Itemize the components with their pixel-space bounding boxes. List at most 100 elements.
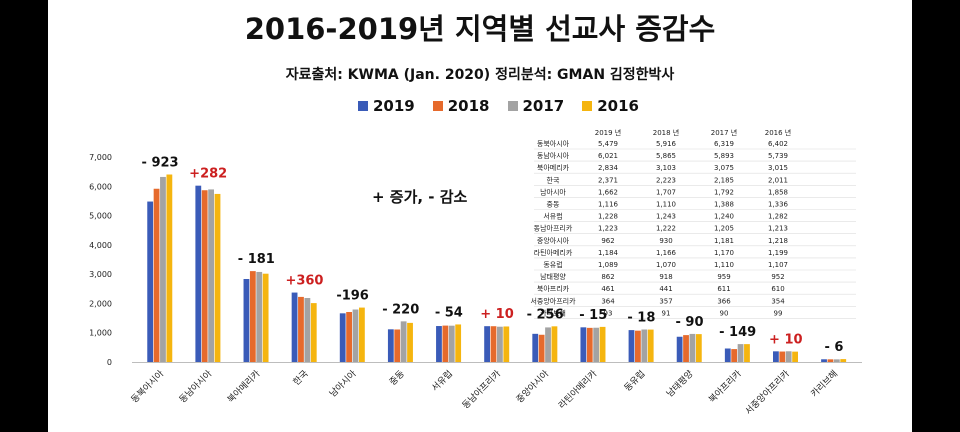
bar-2017 (737, 344, 744, 362)
table-cell: 1,792 (714, 188, 734, 196)
x-tick-label: 남아시아 (328, 368, 360, 400)
table-cell: 1,110 (714, 261, 734, 269)
table-cell: 1,282 (768, 213, 788, 221)
table-cell: 90 (720, 309, 729, 317)
table-cell: 364 (601, 297, 615, 305)
bar-2019 (436, 326, 442, 362)
legend-swatch-2016 (582, 101, 593, 111)
bar-2016 (455, 324, 462, 362)
bar-2018 (827, 359, 834, 362)
y-tick-label: 7,000 (89, 153, 112, 162)
bar-2016 (166, 174, 173, 362)
table-cell: 2,834 (598, 164, 619, 172)
table-cell: 5,916 (656, 140, 677, 148)
table-row-label: 동남아프리카 (534, 224, 573, 233)
y-tick-label: 4,000 (89, 241, 112, 250)
bar-2017 (352, 309, 359, 362)
table-cell: 1,070 (656, 261, 676, 269)
x-tick-label: 북아프리카 (707, 368, 744, 405)
bar-2018 (683, 335, 689, 362)
table-cell: 2,371 (598, 176, 618, 184)
table-cell: 1,662 (598, 188, 618, 196)
bar-2017 (545, 327, 551, 362)
legend-item-2016: 2016 (582, 97, 639, 115)
table-cell: 2,011 (768, 176, 788, 184)
table-cell: 357 (659, 297, 672, 305)
bar-2017 (689, 333, 696, 362)
chart-subtitle: 자료출처: KWMA (Jan. 2020) 정리분석: GMAN 김정한박사 (285, 67, 675, 83)
bar-2018 (346, 312, 352, 362)
legend-label-2017: 2017 (522, 97, 565, 115)
bar-2018 (249, 271, 256, 362)
bar-2016 (214, 193, 221, 362)
table-cell: 1,181 (714, 237, 734, 245)
table-row-label: 중앙아시아 (537, 236, 570, 245)
table-cell: 3,075 (714, 164, 734, 172)
bar-2016 (695, 334, 702, 362)
table-cell: 1,707 (656, 188, 676, 196)
bar-2018 (586, 327, 593, 362)
table-cell: 959 (717, 273, 730, 281)
bar-2017 (304, 298, 311, 362)
bar-2019 (484, 326, 490, 362)
table-cell: 5,865 (656, 152, 676, 160)
table-cell: 6,021 (598, 152, 618, 160)
table-cell: 1,170 (714, 249, 734, 257)
bar-chart: 0 1,000 2,000 3,000 4,000 5,000 6,000 7,000 2019… (89, 128, 862, 417)
bar-2018 (779, 351, 786, 362)
legend-swatch-2019 (358, 101, 368, 111)
x-tick-label: 북아메리카 (225, 368, 262, 405)
change-label: - 18 (627, 310, 655, 325)
table-row-label: 동북아시아 (537, 139, 570, 148)
x-tick-label: 중동 (387, 368, 406, 387)
table-cell: 1,228 (598, 213, 618, 221)
table-cell: 5,893 (714, 152, 734, 160)
legend-swatch-2017 (507, 101, 518, 111)
table-cell: 1,223 (598, 225, 618, 233)
bar-2017 (256, 271, 263, 362)
table-cell: 441 (659, 285, 672, 293)
bar-2019 (147, 201, 154, 362)
change-label: - 923 (142, 156, 179, 171)
bar-2019 (628, 330, 635, 362)
table-cell: 1,858 (768, 188, 788, 196)
bar-2017 (641, 329, 648, 362)
x-tick-label: 동남아시아 (177, 368, 215, 406)
bar-2017 (833, 359, 840, 362)
bar-2018 (538, 334, 545, 362)
bar-2018 (635, 330, 641, 362)
table-cell: 5,739 (768, 152, 788, 160)
bar-2018 (394, 329, 401, 362)
legend-item-2017: 2017 (507, 97, 565, 115)
bar-2017 (785, 351, 792, 362)
table-row-label: 북아메리카 (537, 163, 570, 172)
table-cell: 1,222 (656, 225, 676, 233)
bar-2019 (821, 359, 827, 362)
table-cell: 1,240 (714, 213, 734, 221)
table-row-label: 북아프리카 (537, 284, 570, 293)
bar-2018 (731, 349, 738, 362)
x-tick-label: 중앙아시아 (513, 367, 551, 405)
y-tick-label: 1,000 (89, 329, 112, 338)
table-cell: 1,243 (656, 213, 676, 221)
bar-2017 (400, 321, 407, 362)
table-cell: 930 (659, 237, 672, 245)
bar-2018 (201, 190, 208, 362)
table-cell: 862 (601, 273, 614, 281)
change-label: - 149 (719, 325, 756, 340)
table-cell: 918 (659, 273, 672, 281)
bar-2016 (503, 326, 510, 362)
table-cell: 6,402 (768, 140, 788, 148)
x-tick-label: 동남아프리카 (460, 368, 503, 411)
table-cell: 1,184 (598, 249, 619, 257)
bar-2017 (497, 326, 503, 362)
table-cell: 2,185 (714, 176, 734, 184)
table-cell: 93 (604, 309, 613, 317)
bar-2019 (339, 313, 346, 362)
x-tick-label: 동유럽 (622, 368, 647, 393)
legend-label-2018: 2018 (447, 97, 490, 115)
table-cell: 5,479 (598, 140, 618, 148)
bar-2019 (773, 351, 779, 362)
table-row-label: 남태평양 (540, 272, 566, 281)
table-cell: 91 (662, 309, 671, 317)
